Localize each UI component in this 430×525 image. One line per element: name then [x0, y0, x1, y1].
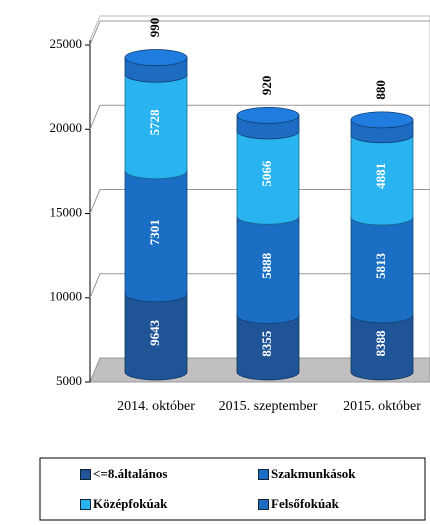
legend-label: <=8.általános [93, 466, 168, 481]
cylinder-body [124, 293, 188, 381]
legend-entry: Középfokúak [80, 496, 167, 512]
cylinder-top [350, 111, 414, 129]
legend-label: Középfokúak [93, 496, 168, 511]
value-label: 8388 [373, 330, 388, 357]
bar-segment [124, 49, 188, 83]
cylinder-body [236, 130, 300, 225]
value-label: 920 [259, 76, 274, 96]
cylinder-body [350, 314, 414, 381]
value-label: 880 [373, 80, 388, 100]
value-label: 5066 [259, 160, 274, 187]
y-tick-label: 15000 [50, 204, 83, 219]
value-label: 5813 [373, 252, 388, 279]
value-label: 5888 [259, 252, 274, 279]
value-label: 990 [147, 18, 162, 38]
x-tick-label: 2015. október [343, 399, 421, 414]
legend-entry: <=8.általános [80, 466, 167, 482]
value-label: 5728 [147, 109, 162, 136]
y-tick-label: 10000 [50, 289, 83, 304]
cylinder-top [236, 106, 300, 124]
value-label: 4881 [373, 163, 388, 189]
cylinder-body [124, 73, 188, 180]
cylinder-body [350, 216, 414, 324]
grid-line [89, 273, 430, 298]
legend-label: Felsőfokúak [271, 496, 339, 511]
bar-segment [350, 111, 414, 144]
x-tick-label: 2015. szeptember [218, 399, 318, 414]
cylinder-body [350, 134, 414, 226]
legend-swatch [80, 498, 91, 510]
legend-entry: Szakmunkások [258, 466, 356, 482]
grid-line [89, 20, 430, 46]
y-tick-label: 5000 [56, 373, 82, 388]
grid-line [89, 189, 430, 214]
value-label: 9643 [147, 319, 162, 346]
y-tick-label: 25000 [50, 36, 83, 51]
cylinder-top [124, 49, 188, 66]
legend-swatch [80, 468, 91, 480]
legend [39, 457, 426, 521]
legend-swatch [258, 498, 269, 510]
legend-swatch [258, 468, 269, 480]
cylinder-body [124, 170, 188, 303]
x-tick-label: 2014. október [117, 399, 195, 414]
legend-label: Szakmunkások [271, 466, 356, 481]
y-tick-label: 20000 [50, 120, 83, 135]
value-label: 7301 [147, 219, 162, 245]
cylinder-body [236, 315, 300, 381]
value-label: 8355 [259, 330, 274, 357]
bar-segment [236, 106, 300, 140]
cylinder-body [236, 215, 300, 324]
legend-entry: Felsőfokúak [258, 496, 339, 512]
grid-line [89, 104, 430, 130]
